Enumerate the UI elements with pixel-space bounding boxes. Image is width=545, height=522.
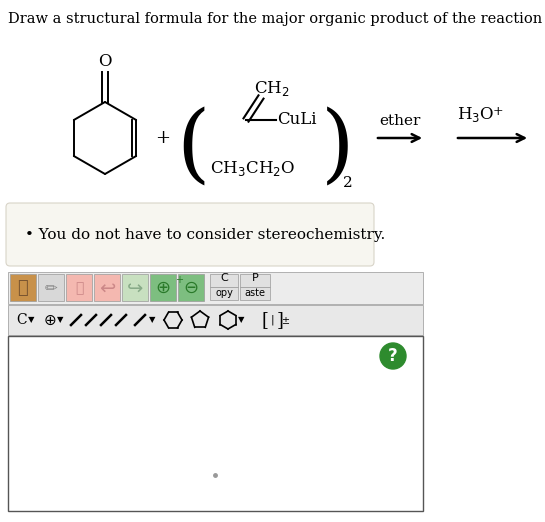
Text: ▼: ▼ <box>28 315 34 325</box>
Bar <box>66 274 92 301</box>
Text: Draw a structural formula for the major organic product of the reaction shown be: Draw a structural formula for the major … <box>8 12 545 26</box>
Text: O: O <box>98 53 112 70</box>
Bar <box>240 274 270 287</box>
Text: ▼: ▼ <box>149 315 155 325</box>
Text: CH$_3$CH$_2$O: CH$_3$CH$_2$O <box>210 159 295 177</box>
Circle shape <box>380 343 406 369</box>
Text: ▼: ▼ <box>57 315 63 325</box>
Text: ✋: ✋ <box>17 279 28 297</box>
Text: C: C <box>17 313 27 327</box>
Text: ]: ] <box>276 311 283 329</box>
Text: ether: ether <box>379 114 421 128</box>
Text: +: + <box>175 275 183 285</box>
Text: ⊖: ⊖ <box>184 279 198 297</box>
Bar <box>210 274 238 287</box>
Text: P: P <box>252 273 258 283</box>
Text: ⊕: ⊕ <box>155 279 171 297</box>
Bar <box>240 287 270 300</box>
Bar <box>8 336 423 511</box>
Bar <box>150 274 176 301</box>
Bar <box>210 287 238 300</box>
Text: ↪: ↪ <box>127 279 143 298</box>
Text: ±: ± <box>281 316 289 326</box>
Bar <box>94 274 120 301</box>
Text: opy: opy <box>215 288 233 298</box>
Text: aste: aste <box>245 288 265 298</box>
Text: ?: ? <box>388 347 398 365</box>
Text: ↩: ↩ <box>99 279 115 298</box>
Text: 🗑: 🗑 <box>75 281 83 295</box>
Text: [: [ <box>262 311 269 329</box>
Bar <box>122 274 148 301</box>
Text: ⊕: ⊕ <box>44 313 56 327</box>
Bar <box>178 274 204 301</box>
Bar <box>38 274 64 301</box>
Text: ✏: ✏ <box>45 280 57 295</box>
Text: CuLi: CuLi <box>277 112 317 128</box>
Text: H$_3$O: H$_3$O <box>457 105 494 124</box>
Text: CH$_2$: CH$_2$ <box>254 78 290 98</box>
FancyBboxPatch shape <box>6 203 374 266</box>
Text: (: ( <box>176 106 210 189</box>
Text: +: + <box>155 129 171 147</box>
Text: +: + <box>493 105 504 118</box>
Text: ): ) <box>321 106 355 189</box>
Text: ▼: ▼ <box>238 315 244 325</box>
Text: |: | <box>270 315 274 325</box>
Text: 2: 2 <box>343 176 353 190</box>
Bar <box>10 274 36 301</box>
Text: • You do not have to consider stereochemistry.: • You do not have to consider stereochem… <box>25 228 385 242</box>
Bar <box>8 272 423 304</box>
Bar <box>8 305 423 335</box>
Text: C: C <box>220 273 228 283</box>
